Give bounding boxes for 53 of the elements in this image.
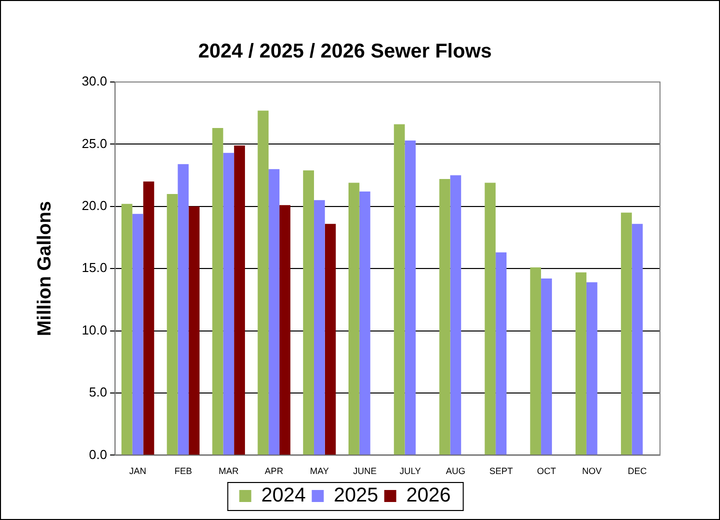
bar (223, 152, 234, 455)
x-tick-label: APR (264, 466, 284, 476)
x-tick-label: AUG (446, 466, 466, 476)
legend-label: 2026 (406, 484, 451, 507)
chart-title: 2024 / 2025 / 2026 Sewer Flows (198, 40, 492, 63)
bar (541, 278, 552, 455)
y-tick-label: 15.0 (82, 260, 108, 276)
x-tick-label: JAN (129, 466, 146, 476)
y-axis-title: Million Gallons (34, 201, 56, 336)
bar (268, 169, 280, 455)
x-tick-label: DEC (628, 466, 648, 476)
x-tick-label: MAR (218, 466, 240, 476)
bar (496, 252, 507, 455)
x-tick-label: OCT (536, 466, 556, 476)
bar (188, 206, 200, 455)
bar (632, 224, 643, 455)
bar (314, 200, 325, 455)
bar (348, 182, 360, 455)
bar (258, 110, 269, 455)
bar (394, 124, 405, 455)
bar (279, 205, 290, 455)
bar (450, 175, 462, 455)
x-tick-label: NOV (582, 466, 602, 476)
y-tick-label: 30.0 (82, 74, 108, 89)
x-tick-label: JUNE (353, 466, 377, 476)
bar (576, 272, 586, 455)
y-tick-label: 0.0 (89, 446, 108, 462)
x-tick-label: SEPT (489, 466, 514, 476)
bar (620, 212, 632, 455)
y-tick-label: 20.0 (82, 198, 108, 213)
bar (586, 282, 598, 455)
y-tick-label: 10.0 (82, 322, 108, 338)
legend-label: 2024 (261, 484, 306, 507)
bar (303, 170, 314, 455)
bar (121, 204, 132, 455)
x-tick-label: JULY (400, 466, 421, 476)
bar (166, 194, 178, 455)
bar (324, 224, 336, 455)
bar (439, 179, 450, 455)
bar (359, 191, 370, 455)
bar (404, 140, 416, 455)
y-tick-label: 5.0 (89, 384, 108, 400)
x-tick-label: MAY (310, 466, 329, 476)
y-tick-label: 25.0 (82, 136, 108, 151)
bar (132, 214, 144, 455)
bar (178, 164, 189, 455)
bar (234, 145, 245, 455)
legend-label: 2025 (334, 484, 378, 507)
bar (212, 128, 224, 455)
bar (530, 267, 542, 455)
x-tick-label: FEB (174, 466, 192, 476)
bar (143, 182, 154, 455)
bar (484, 182, 496, 455)
